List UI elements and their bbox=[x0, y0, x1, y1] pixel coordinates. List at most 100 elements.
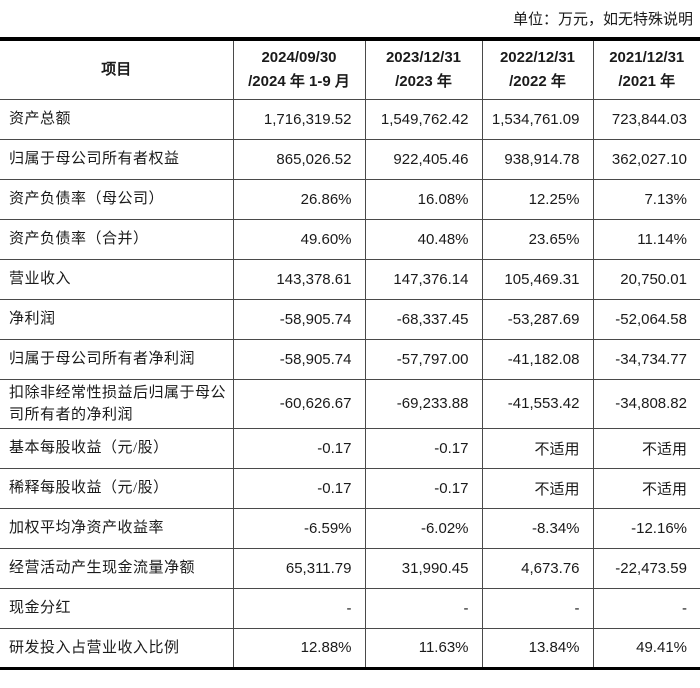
value-cell: -58,905.74 bbox=[232, 299, 365, 339]
value-cell: -68,337.45 bbox=[364, 299, 482, 339]
value-cell: -22,473.59 bbox=[592, 548, 700, 588]
header-cell-period-3: 2022/12/31/2022 年 bbox=[481, 39, 593, 99]
value-cell: 12.25% bbox=[481, 179, 593, 219]
value-cell: -58,905.74 bbox=[232, 339, 365, 379]
header-cell-period-4: 2021/12/31/2021 年 bbox=[592, 39, 700, 99]
value-cell: 362,027.10 bbox=[592, 139, 700, 179]
value-cell: 16.08% bbox=[364, 179, 482, 219]
value-cell: 13.84% bbox=[481, 628, 593, 668]
value-cell: - bbox=[364, 588, 482, 628]
row-label: 经营活动产生现金流量净额 bbox=[9, 560, 196, 576]
value-cell: 31,990.45 bbox=[364, 548, 482, 588]
value-cell: -41,553.42 bbox=[481, 379, 593, 428]
row-label: 净利润 bbox=[9, 311, 56, 327]
row-label: 加权平均净资产收益率 bbox=[9, 520, 165, 536]
value-cell: 143,378.61 bbox=[232, 259, 365, 299]
value-cell: - bbox=[481, 588, 593, 628]
row-label: 现金分红 bbox=[9, 600, 72, 616]
header-cell-period-1: 2024/09/30/2024 年 1-9 月 bbox=[232, 39, 365, 99]
header-line-1: 2024/09/30 bbox=[261, 48, 337, 66]
value-cell: -6.59% bbox=[232, 508, 365, 548]
row-label: 营业收入 bbox=[9, 271, 72, 287]
table-row: 扣除非经常性损益后归属于母公司所有者的净利润 -60,626.67 -69,233.… bbox=[0, 379, 700, 428]
table-row: 加权平均净资产收益率 -6.59% -6.02% -8.34% -12.16% bbox=[0, 508, 700, 548]
table-row: 现金分红 - - - - bbox=[0, 588, 700, 628]
value-cell: 147,376.14 bbox=[364, 259, 482, 299]
value-cell: 26.86% bbox=[232, 179, 365, 219]
table-row: 经营活动产生现金流量净额 65,311.79 31,990.45 4,673.76 -2… bbox=[0, 548, 700, 588]
value-cell: 4,673.76 bbox=[481, 548, 593, 588]
header-line-2: /2021 年 bbox=[618, 72, 676, 90]
table-body: 资产总额 1,716,319.52 1,549,762.42 1,534,761.09… bbox=[0, 99, 700, 668]
value-cell: -41,182.08 bbox=[481, 339, 593, 379]
value-cell: -53,287.69 bbox=[481, 299, 593, 339]
table-row: 净利润 -58,905.74 -68,337.45 -53,287.69 -52,064… bbox=[0, 299, 700, 339]
table-row: 研发投入占营业收入比例 12.88% 11.63% 13.84% 49.41% bbox=[0, 628, 700, 668]
value-cell: 40.48% bbox=[364, 219, 482, 259]
value-cell: 不适用 bbox=[592, 428, 700, 468]
value-cell: 938,914.78 bbox=[481, 139, 593, 179]
row-label: 资产总额 bbox=[9, 111, 72, 127]
value-cell: -0.17 bbox=[364, 468, 482, 508]
value-cell: -60,626.67 bbox=[232, 379, 365, 428]
table-row: 基本每股收益（元/股） -0.17 -0.17 不适用 不适用 bbox=[0, 428, 700, 468]
table-row: 资产负债率（合并） 49.60% 40.48% 23.65% 11.14% bbox=[0, 219, 700, 259]
value-cell: 1,716,319.52 bbox=[232, 99, 365, 139]
value-cell: 865,026.52 bbox=[232, 139, 365, 179]
unit-note: 单位：万元，如无特殊说明 bbox=[512, 12, 693, 28]
value-cell: 7.13% bbox=[592, 179, 700, 219]
value-cell: -57,797.00 bbox=[364, 339, 482, 379]
table-row: 资产总额 1,716,319.52 1,549,762.42 1,534,761.09… bbox=[0, 99, 700, 139]
value-cell: 1,549,762.42 bbox=[364, 99, 482, 139]
value-cell: -0.17 bbox=[232, 428, 365, 468]
value-cell: 105,469.31 bbox=[481, 259, 593, 299]
value-cell: 65,311.79 bbox=[232, 548, 365, 588]
value-cell: -6.02% bbox=[364, 508, 482, 548]
table-row: 稀释每股收益（元/股） -0.17 -0.17 不适用 不适用 bbox=[0, 468, 700, 508]
table-row: 归属于母公司所有者权益 865,026.52 922,405.46 938,914.7… bbox=[0, 139, 700, 179]
row-label: 归属于母公司所有者净利润 bbox=[9, 351, 196, 367]
header-cell-period-2: 2023/12/31/2023 年 bbox=[364, 39, 482, 99]
value-cell: 不适用 bbox=[592, 468, 700, 508]
header-line-2: /2023 年 bbox=[395, 72, 452, 90]
table-row: 资产负债率（母公司） 26.86% 16.08% 12.25% 7.13% bbox=[0, 179, 700, 219]
value-cell: 23.65% bbox=[481, 219, 593, 259]
header-line-1: 2023/12/31 bbox=[385, 48, 462, 66]
value-cell: - bbox=[232, 588, 365, 628]
value-cell: 11.14% bbox=[592, 219, 700, 259]
row-label: 扣除非经常性损益后归属于母公司所有者的净利润 bbox=[9, 384, 227, 423]
header-line-2: /2022 年 bbox=[509, 72, 566, 90]
value-cell: 723,844.03 bbox=[592, 99, 700, 139]
value-cell: -8.34% bbox=[481, 508, 593, 548]
value-cell: - bbox=[592, 588, 700, 628]
value-cell: 1,534,761.09 bbox=[481, 99, 593, 139]
header-row: 项目 2024/09/30/2024 年 1-9 月 2023/12/31/2023… bbox=[0, 39, 700, 99]
value-cell: 12.88% bbox=[232, 628, 365, 668]
value-cell: 49.41% bbox=[592, 628, 700, 668]
header-line-1: 项目 bbox=[101, 61, 132, 78]
value-cell: -69,233.88 bbox=[364, 379, 482, 428]
header-cell-item: 项目 bbox=[0, 39, 233, 99]
row-label: 归属于母公司所有者权益 bbox=[9, 151, 180, 167]
value-cell: 11.63% bbox=[364, 628, 482, 668]
row-label: 资产负债率（母公司） bbox=[9, 191, 165, 207]
value-cell: -0.17 bbox=[364, 428, 482, 468]
value-cell: -34,808.82 bbox=[592, 379, 700, 428]
header-line-1: 2021/12/31 bbox=[609, 48, 685, 66]
row-label: 资产负债率（合并） bbox=[9, 231, 149, 247]
row-label: 稀释每股收益（元/股） bbox=[9, 480, 169, 496]
header-line-1: 2022/12/31 bbox=[499, 48, 576, 66]
value-cell: 49.60% bbox=[232, 219, 365, 259]
header-line-2: /2024 年 1-9 月 bbox=[248, 72, 350, 90]
value-cell: 不适用 bbox=[481, 468, 593, 508]
value-cell: -0.17 bbox=[232, 468, 365, 508]
value-cell: -52,064.58 bbox=[592, 299, 700, 339]
value-cell: 20,750.01 bbox=[592, 259, 700, 299]
table-row: 营业收入 143,378.61 147,376.14 105,469.31 20,750… bbox=[0, 259, 700, 299]
row-label: 基本每股收益（元/股） bbox=[9, 440, 169, 456]
table-head: 项目 2024/09/30/2024 年 1-9 月 2023/12/31/2023… bbox=[0, 39, 700, 99]
table-row: 归属于母公司所有者净利润 -58,905.74 -57,797.00 -41,182.… bbox=[0, 339, 700, 379]
financial-summary-table: 项目 2024/09/30/2024 年 1-9 月 2023/12/31/2023… bbox=[0, 37, 700, 670]
value-cell: -34,734.77 bbox=[592, 339, 700, 379]
